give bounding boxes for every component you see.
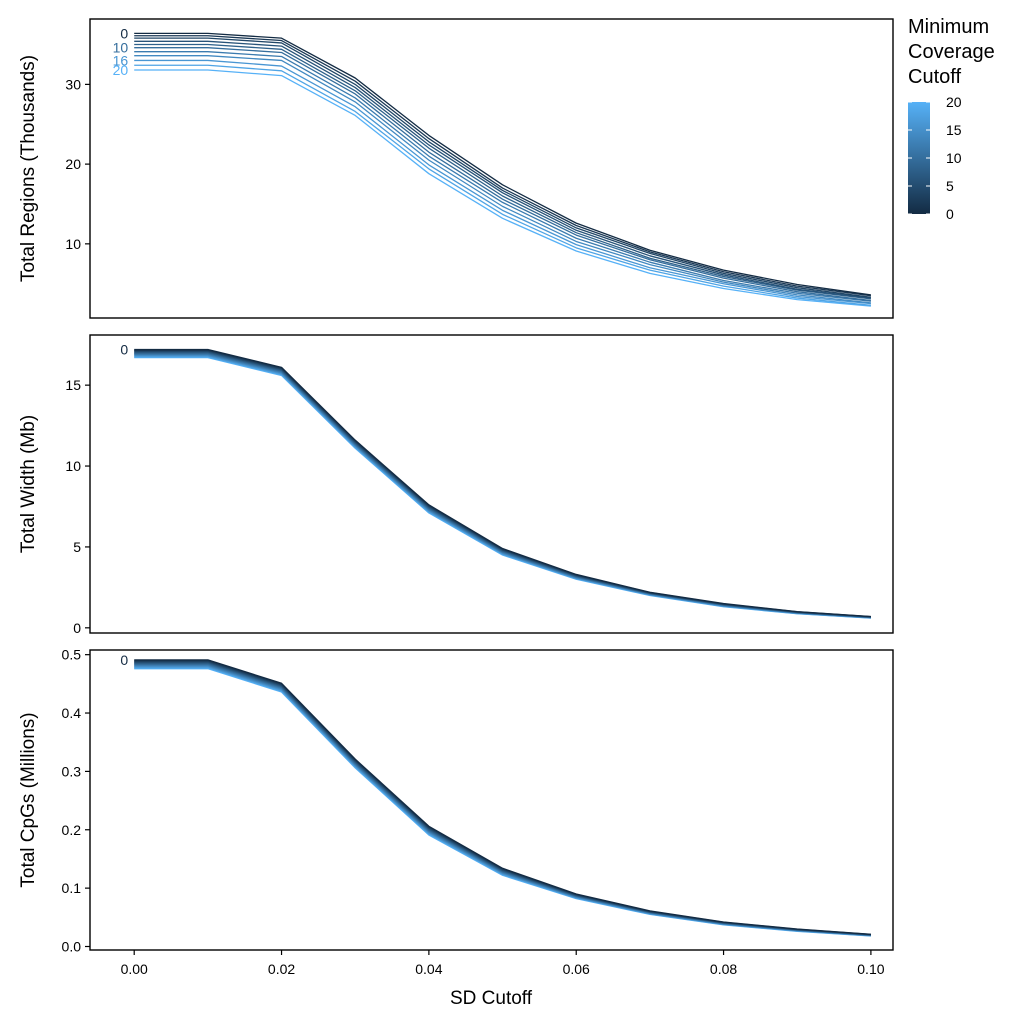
series-line-cutoff-16	[134, 666, 871, 937]
y-tick-label: 30	[65, 76, 81, 92]
y-tick-label: 5	[73, 539, 81, 555]
legend-title-line: Coverage	[908, 41, 995, 63]
y-tick-label: 15	[65, 377, 81, 393]
series-line-cutoff-2	[134, 35, 871, 297]
y-tick-label: 20	[65, 156, 81, 172]
x-axis-title: SD Cutoff	[450, 988, 533, 1009]
y-tick-label: 10	[65, 458, 81, 474]
x-tick-label: 0.06	[563, 961, 590, 977]
series-line-cutoff-14	[134, 55, 871, 304]
y-tick-label: 0	[73, 620, 81, 636]
panel-frame	[89, 649, 894, 951]
series-label-0: 0	[120, 652, 128, 668]
legend-colorbar	[908, 102, 930, 214]
series-line-cutoff-10	[134, 663, 871, 936]
y-axis-title: Total Regions (Thousands)	[18, 55, 39, 282]
series-line-cutoff-0	[134, 348, 871, 618]
panel-frame	[89, 18, 894, 319]
legend-tick-label: 0	[946, 206, 954, 222]
x-tick-label: 0.10	[857, 961, 884, 977]
series-line-cutoff-6	[134, 351, 871, 618]
y-tick-label: 10	[65, 236, 81, 252]
y-axis-title: Total Width (Mb)	[18, 415, 39, 553]
series-label-16: 16	[113, 52, 129, 68]
y-tick-label: 0.2	[62, 822, 82, 838]
series-line-cutoff-18	[134, 667, 871, 937]
y-tick-label: 0.0	[62, 938, 82, 954]
y-tick-label: 0.3	[62, 763, 82, 779]
series-line-cutoff-8	[134, 662, 871, 936]
panel-frame	[89, 334, 894, 634]
series-line-cutoff-14	[134, 665, 871, 937]
x-tick-label: 0.08	[710, 961, 737, 977]
series-line-cutoff-0	[134, 32, 871, 296]
series-line-cutoff-4	[134, 661, 871, 936]
series-lines	[134, 32, 871, 307]
series-line-cutoff-10	[134, 47, 871, 302]
series-line-cutoff-14	[134, 354, 871, 619]
legend-tick-label: 10	[946, 150, 962, 166]
series-line-cutoff-6	[134, 661, 871, 936]
series-label-0: 0	[120, 25, 128, 41]
series-line-cutoff-8	[134, 352, 871, 618]
y-tick-label: 0.5	[62, 647, 82, 663]
series-lines	[134, 348, 871, 619]
series-line-cutoff-2	[134, 660, 871, 936]
x-tick-label: 0.00	[121, 961, 148, 977]
series-line-cutoff-18	[134, 356, 871, 619]
series-line-cutoff-12	[134, 664, 871, 936]
series-label-0: 0	[120, 342, 128, 358]
series-line-cutoff-4	[134, 350, 871, 618]
y-axis-title: Total CpGs (Millions)	[18, 712, 39, 887]
color-legend: Minimum Coverage Cutoff 0 5 10 15 20	[908, 16, 995, 222]
panel-2: 0 0 5 10 15 Total Width (Mb)	[18, 334, 894, 636]
series-line-cutoff-4	[134, 37, 871, 298]
series-line-cutoff-16	[134, 355, 871, 619]
legend-title-line: Minimum	[908, 16, 989, 38]
series-line-cutoff-20	[134, 69, 871, 307]
series-line-cutoff-12	[134, 353, 871, 619]
series-line-cutoff-10	[134, 352, 871, 618]
panel-3: 0 0.0 0.1 0.2 0.3 0.4 0.5 0.00 0.02 0.04 0.06 0.08 0…	[18, 647, 894, 977]
y-tick-label: 0.4	[62, 705, 82, 721]
series-line-cutoff-16	[134, 59, 871, 305]
series-line-cutoff-12	[134, 51, 871, 302]
legend-title-line: Cutoff	[908, 66, 961, 88]
series-line-cutoff-6	[134, 40, 871, 299]
legend-tick-label: 15	[946, 122, 962, 138]
series-label-10: 10	[113, 40, 129, 56]
y-tick-label: 0.1	[62, 880, 82, 896]
series-line-cutoff-0	[134, 659, 871, 935]
x-tick-label: 0.04	[415, 961, 442, 977]
series-line-cutoff-20	[134, 668, 871, 937]
series-line-cutoff-20	[134, 356, 871, 619]
series-line-cutoff-8	[134, 43, 871, 300]
series-line-cutoff-2	[134, 349, 871, 618]
series-label-20: 20	[113, 62, 129, 78]
x-tick-label: 0.02	[268, 961, 295, 977]
series-lines	[134, 659, 871, 937]
legend-tick-label: 5	[946, 178, 954, 194]
series-line-cutoff-18	[134, 64, 871, 306]
legend-tick-label: 20	[946, 94, 962, 110]
